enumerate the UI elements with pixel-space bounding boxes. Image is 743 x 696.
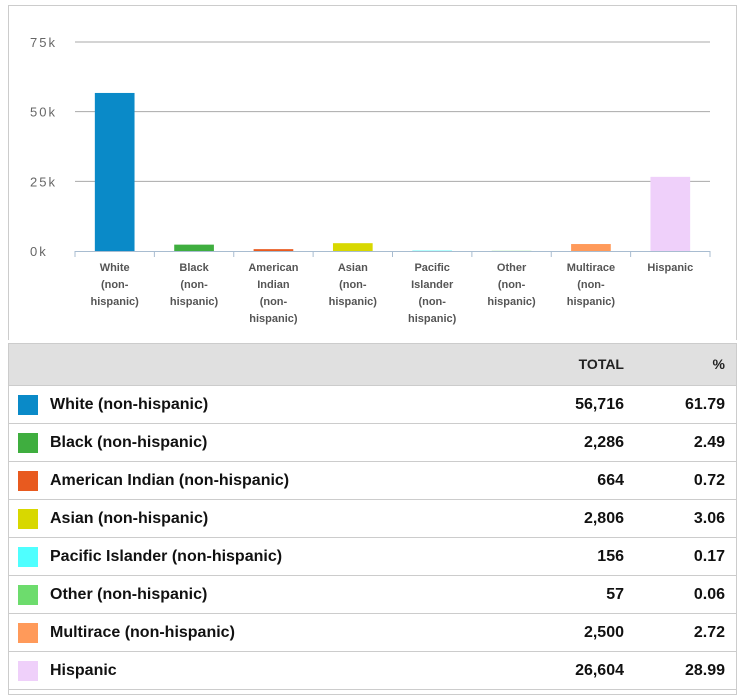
percent-cell: 3.06 <box>636 499 737 538</box>
swatch <box>18 508 38 529</box>
swatch <box>18 470 38 491</box>
total-cell: 156 <box>472 537 636 576</box>
percent-cell: 2.72 <box>636 613 737 652</box>
header-total: TOTAL <box>472 343 636 386</box>
label-line: Hispanic <box>647 262 693 274</box>
x-tick-label: Hispanic <box>647 262 693 274</box>
swatch <box>18 546 38 567</box>
y-tick-label: 50k <box>30 105 57 120</box>
percent-cell: 61.79 <box>636 385 737 424</box>
row-name: White (non-hispanic) <box>50 395 209 413</box>
table-row: Hispanic 26,604 28.99 <box>8 651 737 690</box>
header-percent: % <box>636 343 737 386</box>
total-cell: 57 <box>472 575 636 614</box>
label-line: White <box>100 262 130 274</box>
label-line: (non- <box>418 296 446 308</box>
x-tick-label: Black (non-hispanic) <box>170 262 219 308</box>
percent-cell: 0.72 <box>636 461 737 500</box>
table-row: Multirace (non-hispanic) 2,500 2.72 <box>8 613 737 652</box>
label-line: (non- <box>180 279 208 291</box>
row-name: American Indian (non-hispanic) <box>50 471 290 489</box>
bar <box>332 243 373 251</box>
swatch <box>18 622 38 643</box>
y-tick-label: 75k <box>30 35 57 50</box>
x-tick-label: Asian (non-hispanic) <box>329 262 378 308</box>
y-tick-label: 0k <box>30 244 48 259</box>
swatch <box>18 660 38 681</box>
header-blank <box>8 343 472 386</box>
y-tick-label: 25k <box>30 174 57 189</box>
label-line: Indian <box>257 279 290 291</box>
row-label: Other (non-hispanic) <box>8 575 472 614</box>
row-name: Hispanic <box>50 661 117 679</box>
label-line: Multirace <box>567 262 615 274</box>
row-name: Asian (non-hispanic) <box>50 509 209 527</box>
row-label: Black (non-hispanic) <box>8 423 472 462</box>
row-name: Multirace (non-hispanic) <box>50 623 235 641</box>
label-line: (non- <box>498 279 526 291</box>
header-row: TOTAL % <box>8 343 737 386</box>
label-line: hispanic) <box>91 296 140 308</box>
x-tick-label: Pacific Islander (non-hispanic) <box>408 262 457 325</box>
label-line: hispanic) <box>487 296 536 308</box>
label-line: hispanic) <box>408 313 457 325</box>
row-label: Multirace (non-hispanic) <box>8 613 472 652</box>
label-line: Pacific <box>414 262 449 274</box>
percent-cell: 0.17 <box>636 537 737 576</box>
total-cell: 664 <box>472 461 636 500</box>
percent-cell: 2.49 <box>636 423 737 462</box>
label-line: hispanic) <box>249 313 298 325</box>
label-line: Asian <box>338 262 368 274</box>
table-body: White (non-hispanic) 56,716 61.79 Black (no… <box>8 385 737 690</box>
x-tick-label: American Indian (non-hispanic) <box>248 262 298 325</box>
table-row: Pacific Islander (non-hispanic) 156 0.17 <box>8 537 737 576</box>
bar <box>94 92 135 251</box>
row-label: Pacific Islander (non-hispanic) <box>8 537 472 576</box>
chart: 0k 25k 50k 75k White (non-hispanic) Black (non-… <box>30 35 711 325</box>
x-tick-label: Multirace (non-hispanic) <box>567 262 616 308</box>
label-line: American <box>248 262 298 274</box>
row-label: Hispanic <box>8 651 472 690</box>
row-name: Other (non-hispanic) <box>50 585 208 603</box>
bar <box>650 176 691 251</box>
table-row: American Indian (non-hispanic) 664 0.72 <box>8 461 737 500</box>
table-row: Other (non-hispanic) 57 0.06 <box>8 575 737 614</box>
bar <box>571 244 611 251</box>
row-name: Black (non-hispanic) <box>50 433 208 451</box>
swatch <box>18 432 38 453</box>
table-row: Black (non-hispanic) 2,286 2.49 <box>8 423 737 462</box>
label-line: (non- <box>339 279 367 291</box>
total-cell: 26,604 <box>472 651 636 690</box>
percent-cell: 28.99 <box>636 651 737 690</box>
x-tick-label: Other (non-hispanic) <box>487 262 536 308</box>
total-cell: 2,806 <box>472 499 636 538</box>
row-label: White (non-hispanic) <box>8 385 472 424</box>
row-label: American Indian (non-hispanic) <box>8 461 472 500</box>
swatch <box>18 584 38 605</box>
label-line: Islander <box>411 279 454 291</box>
label-line: (non- <box>260 296 288 308</box>
row-name: Pacific Islander (non-hispanic) <box>50 547 283 565</box>
table-row: White (non-hispanic) 56,716 61.79 <box>8 385 737 424</box>
total-cell: 56,716 <box>472 385 636 424</box>
total-cell: 2,500 <box>472 613 636 652</box>
percent-cell: 0.06 <box>636 575 737 614</box>
bar <box>174 244 214 251</box>
label-line: hispanic) <box>329 296 378 308</box>
label-line: (non- <box>101 279 129 291</box>
chart-frame <box>8 5 737 340</box>
label-line: Other <box>497 262 527 274</box>
label-line: Black <box>179 262 209 274</box>
swatch <box>18 394 38 415</box>
table-row: Asian (non-hispanic) 2,806 3.06 <box>8 499 737 538</box>
label-line: hispanic) <box>170 296 219 308</box>
data-table: TOTAL % White (non-hispanic) 56,716 61.79 B… <box>8 343 737 690</box>
bar <box>253 249 294 251</box>
x-tick-label: White (non-hispanic) <box>91 262 140 308</box>
row-label: Asian (non-hispanic) <box>8 499 472 538</box>
label-line: hispanic) <box>567 296 616 308</box>
label-line: (non- <box>577 279 605 291</box>
total-cell: 2,286 <box>472 423 636 462</box>
